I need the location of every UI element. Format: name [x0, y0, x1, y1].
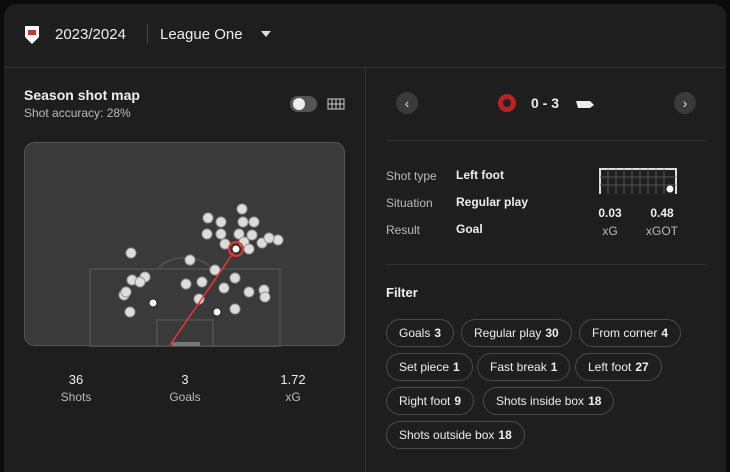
xgot-label: xGOT: [646, 224, 678, 238]
season[interactable]: 2023/2024: [55, 26, 126, 43]
chip-count: 1: [453, 360, 460, 374]
stat-value: 3: [181, 372, 189, 387]
chip-count: 27: [635, 360, 649, 374]
filter-title: Filter: [386, 285, 418, 300]
divider: [147, 24, 148, 44]
detail-label: Result: [386, 223, 421, 237]
chip-label: Goals: [399, 326, 431, 340]
chip-count: 3: [434, 326, 442, 340]
detail-value: Goal: [456, 222, 483, 236]
chip-count: 4: [661, 326, 669, 340]
filter-chip[interactable]: From corner 4: [579, 319, 682, 347]
filter-chip[interactable]: Fast break 1: [477, 353, 571, 381]
detail-label: Shot type: [386, 169, 437, 183]
filter-chip[interactable]: Set piece 1: [386, 353, 473, 381]
stat-value: 1.72: [280, 372, 306, 387]
filter-chip[interactable]: Right foot 9: [386, 387, 475, 415]
filter-chip[interactable]: Regular play 30: [461, 319, 572, 347]
club-badge: [25, 26, 39, 44]
filter-chip[interactable]: Shots inside box 18: [483, 387, 615, 415]
chip-label: Left foot: [588, 360, 632, 374]
chip-label: Right foot: [399, 394, 451, 408]
chip-label: From corner: [592, 326, 658, 340]
xgot-value: 0.48: [650, 206, 674, 220]
home-badge: [498, 94, 516, 112]
pitch: [24, 142, 345, 347]
away-badge: [576, 101, 594, 108]
panel-divider: [365, 68, 366, 472]
stat-label: Shots: [60, 390, 92, 404]
stat-label: xG: [285, 390, 301, 404]
stat-label: Goals: [169, 390, 201, 404]
detail-value: Left foot: [456, 168, 504, 182]
filter-chip[interactable]: Goals 3: [386, 319, 455, 347]
header-border: [4, 67, 726, 68]
chip-count: 18: [588, 394, 602, 408]
score: 0 - 3: [531, 95, 560, 111]
chip-label: Set piece: [399, 360, 450, 374]
chip-count: 9: [454, 394, 462, 408]
chip-count: 1: [550, 360, 558, 374]
xg-label: xG: [602, 224, 618, 238]
chip-label: Regular play: [474, 326, 542, 340]
prev-button[interactable]: ‹: [396, 92, 418, 114]
filter-chip[interactable]: Shots outside box 18: [386, 421, 525, 449]
chip-count: 18: [498, 428, 512, 442]
detail-label: Situation: [386, 196, 433, 210]
dropdown-arrow[interactable]: [261, 31, 271, 37]
chip-label: Shots inside box: [496, 394, 585, 408]
xg-value: 0.03: [598, 206, 622, 220]
next-button[interactable]: ›: [674, 92, 696, 114]
shot-map-title: Season shot map: [24, 87, 140, 103]
chip-label: Shots outside box: [399, 428, 495, 442]
separator: [386, 264, 706, 265]
chip-count: 30: [545, 326, 559, 340]
detail-value: Regular play: [456, 195, 529, 209]
stat-value: 36: [68, 372, 84, 387]
chip-label: Fast break: [490, 360, 547, 374]
toggle[interactable]: [289, 95, 347, 113]
filter-chip[interactable]: Left foot 27: [575, 353, 662, 381]
separator: [386, 140, 706, 141]
league[interactable]: League One: [160, 26, 243, 43]
shot-map-subtitle: Shot accuracy: 28%: [24, 106, 131, 120]
goal-frame: [599, 168, 677, 194]
